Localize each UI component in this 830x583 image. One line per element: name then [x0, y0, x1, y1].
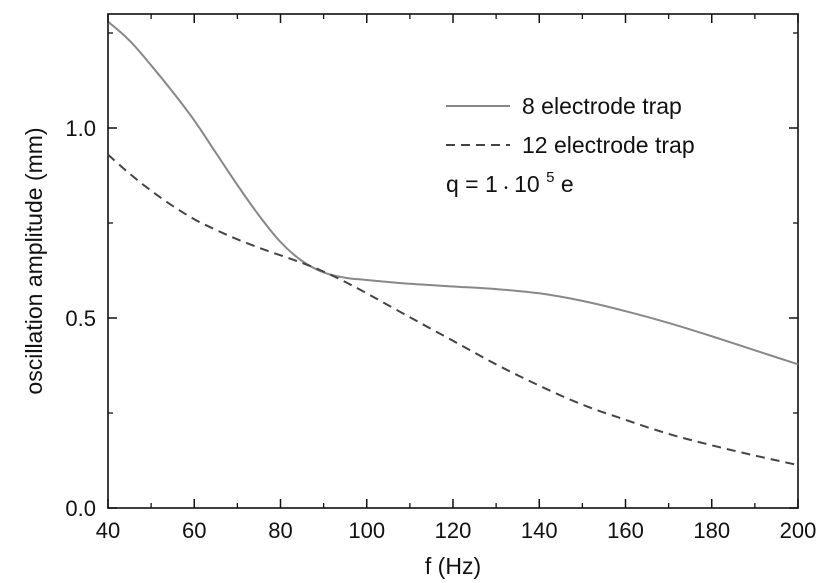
- plot-area: [107, 13, 799, 509]
- axes-group: 40 60 80 100 120 140 160 180 200 0.0 0.5 1.0: [65, 14, 816, 543]
- legend: 8 electrode trap 12 electrode trap q = 1…: [446, 93, 695, 197]
- charge-annotation: q = 1 • 10 5 e: [446, 161, 574, 197]
- y-tick-label: 1.0: [65, 116, 96, 141]
- annotation-suffix: e: [561, 171, 574, 197]
- x-tick-label: 40: [96, 518, 120, 543]
- plot-frame: [107, 13, 799, 509]
- x-tick-label: 140: [521, 518, 558, 543]
- series-line-8-electrode: [107, 20, 799, 366]
- annotation-base: 10: [514, 171, 540, 197]
- x-tick-label: 100: [348, 518, 385, 543]
- legend-label-12-electrode: 12 electrode trap: [522, 132, 695, 158]
- x-axis-title: f (Hz): [425, 553, 481, 579]
- y-axis-title: oscillation amplitude (mm): [21, 127, 47, 394]
- annotation-dot: •: [504, 183, 508, 194]
- x-tick-label: 200: [780, 518, 817, 543]
- y-tick-label: 0.0: [65, 496, 96, 521]
- x-tick-label: 60: [182, 518, 206, 543]
- x-tick-label: 120: [435, 518, 472, 543]
- legend-label-8-electrode: 8 electrode trap: [522, 93, 682, 119]
- x-tick-label: 80: [268, 518, 292, 543]
- annotation-exponent: 5: [546, 169, 554, 186]
- series-group: [107, 20, 799, 467]
- x-tick-label: 160: [607, 518, 644, 543]
- y-tick-label: 0.5: [65, 306, 96, 331]
- annotation-prefix: q = 1: [446, 171, 498, 197]
- x-tick-label: 180: [693, 518, 730, 543]
- series-line-12-electrode: [107, 153, 799, 467]
